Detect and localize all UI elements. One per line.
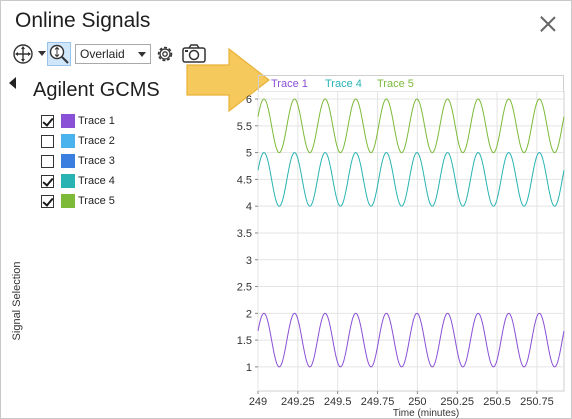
y-tick-label: 3 xyxy=(246,255,252,267)
pan-dropdown-caret-icon[interactable] xyxy=(38,51,46,56)
callout-arrow-icon xyxy=(185,47,271,118)
x-tick-label: 250.75 xyxy=(520,396,554,408)
collapse-panel-arrow-icon[interactable] xyxy=(9,77,16,89)
signal-checkbox[interactable] xyxy=(41,175,54,188)
signal-selection-panel: Agilent GCMS Trace 1 Trace 2 Trace 3 Tra… xyxy=(25,67,231,417)
signal-list: Trace 1 Trace 2 Trace 3 Trace 4 Trace 5 xyxy=(41,113,161,213)
x-tick-label: 249.25 xyxy=(281,396,315,408)
y-tick-label: 2 xyxy=(246,308,252,320)
chart-legend: Trace 1 Trace 4 Trace 5 xyxy=(258,75,564,91)
signal-label: Trace 1 xyxy=(78,115,115,127)
x-tick-label: 249.75 xyxy=(361,396,395,408)
signal-chart[interactable]: 1 1.5 2 2.5 3 3.5 4 4.5 5 5.5 6 249 249.25 249.5 249.7… xyxy=(227,91,567,419)
y-tick-label: 4 xyxy=(246,201,252,213)
x-tick-label: 250.25 xyxy=(440,396,474,408)
color-swatch xyxy=(61,194,75,208)
x-tick-label: 249.5 xyxy=(324,396,352,408)
gear-icon[interactable] xyxy=(153,42,177,66)
legend-item-trace-1: Trace 1 xyxy=(271,78,308,90)
series-line-trace-4 xyxy=(257,152,565,207)
signal-checkbox[interactable] xyxy=(41,135,54,148)
instrument-name: Agilent GCMS xyxy=(33,79,160,101)
signal-checkbox[interactable] xyxy=(41,155,54,168)
x-tick-label: 249 xyxy=(249,396,267,408)
x-tick-label: 250.5 xyxy=(483,396,511,408)
y-tick-label: 1.5 xyxy=(237,335,252,347)
signal-item-trace-5[interactable]: Trace 5 xyxy=(41,193,161,213)
camera-icon[interactable] xyxy=(181,42,206,66)
x-tick-label: 250 xyxy=(408,396,426,408)
y-tick-label: 6 xyxy=(246,94,252,106)
signal-selection-label: Signal Selection xyxy=(11,261,23,341)
y-tick-label: 5 xyxy=(246,148,252,160)
y-tick-label: 2.5 xyxy=(237,282,252,294)
signal-label: Trace 4 xyxy=(78,175,115,187)
y-tick-label: 1 xyxy=(246,362,252,374)
y-tick-label: 5.5 xyxy=(237,121,252,133)
signal-checkbox[interactable] xyxy=(41,115,54,128)
color-swatch xyxy=(61,134,75,148)
signal-label: Trace 3 xyxy=(78,155,115,167)
window-title: Online Signals xyxy=(15,9,151,32)
color-swatch xyxy=(61,154,75,168)
legend-item-trace-5: Trace 5 xyxy=(377,78,414,90)
signal-label: Trace 5 xyxy=(78,195,115,207)
color-swatch xyxy=(61,174,75,188)
zoom-icon[interactable] xyxy=(47,42,71,66)
x-axis-label: Time (minutes) xyxy=(393,408,459,419)
plot-mode-select[interactable]: Overlaid xyxy=(75,44,151,64)
plot-area xyxy=(257,91,565,392)
y-tick-label: 3.5 xyxy=(237,228,252,240)
signal-item-trace-4[interactable]: Trace 4 xyxy=(41,173,161,193)
series-line-trace-1 xyxy=(257,312,565,368)
y-tick-label: 4.5 xyxy=(237,174,252,186)
series-line-trace-5 xyxy=(257,98,565,154)
signal-item-trace-3[interactable]: Trace 3 xyxy=(41,153,161,173)
toolbar: Overlaid xyxy=(11,42,231,66)
plot-mode-value: Overlaid xyxy=(80,47,125,61)
signal-item-trace-2[interactable]: Trace 2 xyxy=(41,133,161,153)
signal-item-trace-1[interactable]: Trace 1 xyxy=(41,113,161,133)
pan-icon[interactable] xyxy=(11,42,35,66)
signal-checkbox[interactable] xyxy=(41,195,54,208)
chevron-down-icon xyxy=(138,52,146,57)
legend-item-trace-4: Trace 4 xyxy=(325,78,362,90)
signal-label: Trace 2 xyxy=(78,135,115,147)
close-icon[interactable] xyxy=(539,15,557,33)
color-swatch xyxy=(61,114,75,128)
